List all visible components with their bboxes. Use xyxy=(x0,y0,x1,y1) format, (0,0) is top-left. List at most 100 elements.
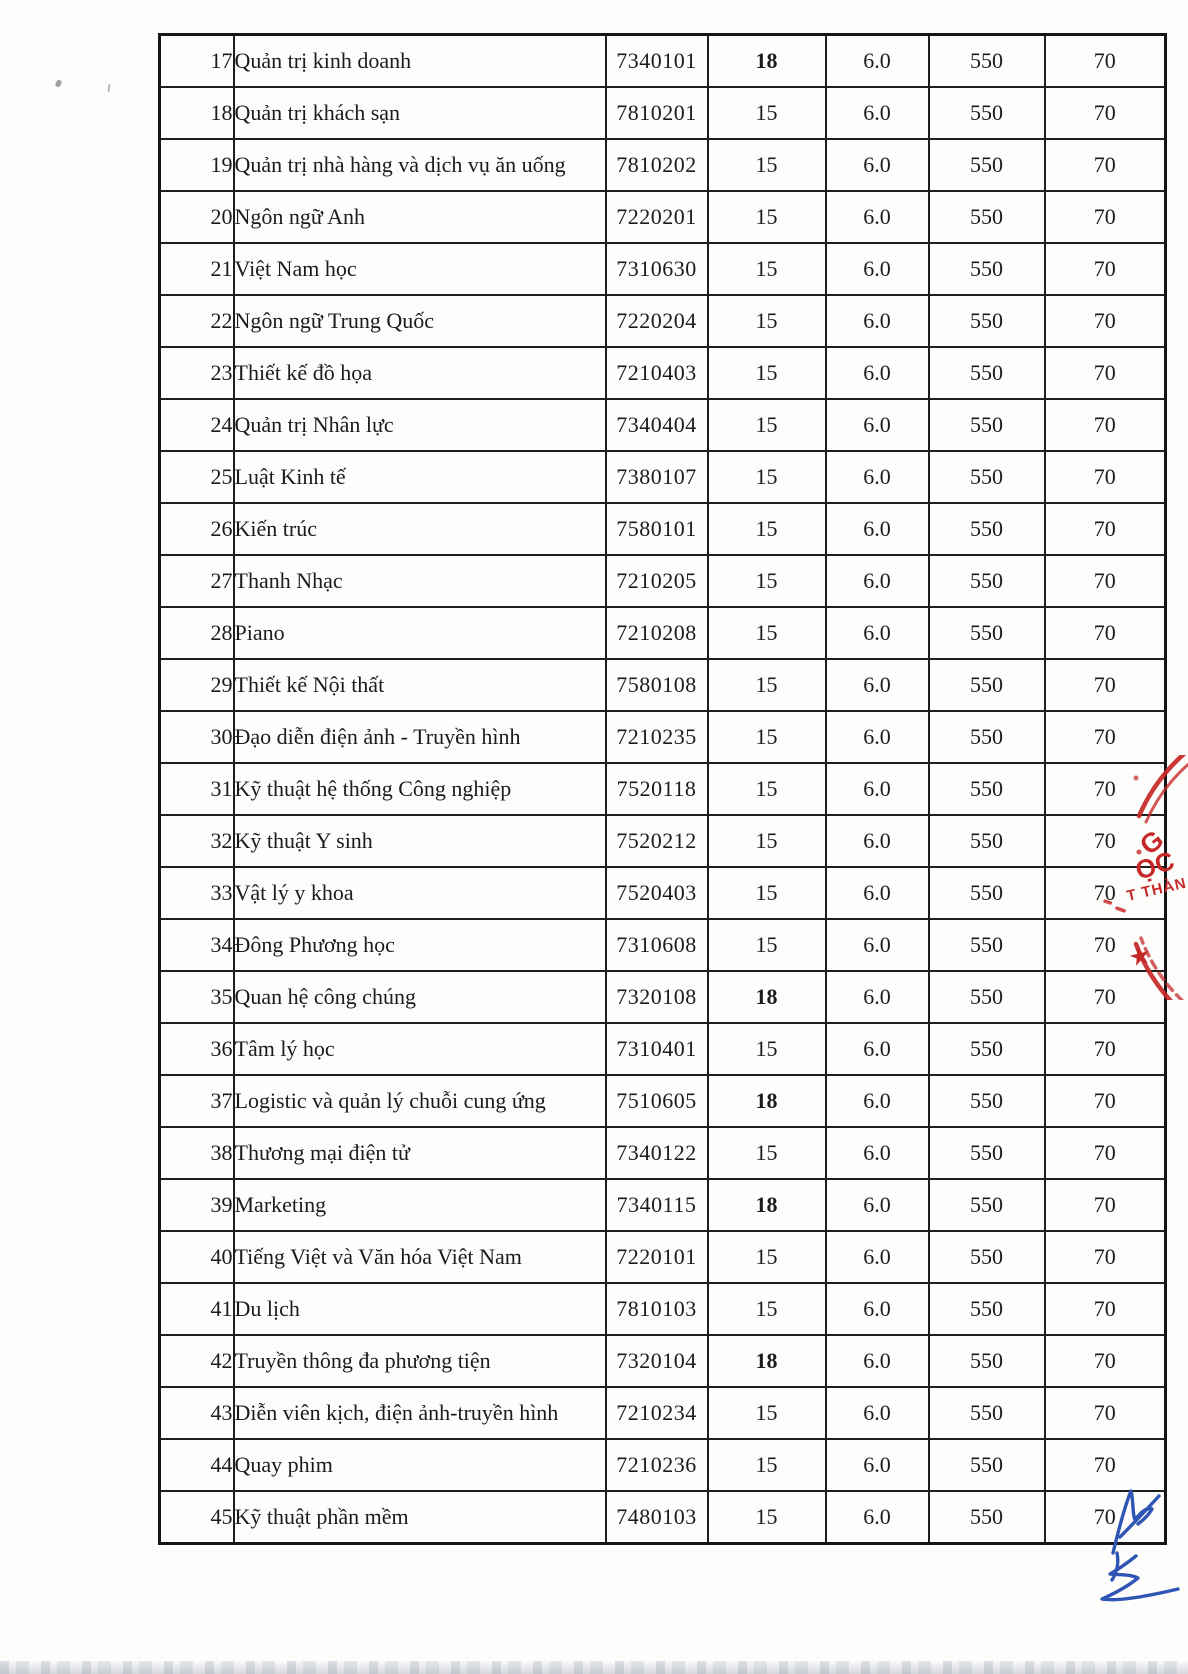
major-name-cell: Quan hệ công chúng xyxy=(232,970,607,1024)
other-score-cell: 70 xyxy=(1043,450,1167,504)
stamp-inner-arc-top xyxy=(1144,762,1188,824)
score-cell: 15 xyxy=(706,762,827,816)
table-row: 20 Ngôn ngữ Anh 7220201 15 6.0 550 70 xyxy=(158,190,1167,244)
major-name: Thương mại điện tử xyxy=(234,1140,410,1165)
score-cell: 15 xyxy=(706,450,827,504)
sat-cell: 550 xyxy=(927,970,1046,1024)
stamp-ink-dash xyxy=(1103,899,1113,905)
gpa-cell: 6.0 xyxy=(824,502,930,556)
row-number-cell: 23 xyxy=(158,346,235,400)
gpa-cell: 6.0 xyxy=(824,1022,930,1076)
score-cell: 15 xyxy=(706,398,827,452)
major-code-cell: 7810202 xyxy=(604,138,709,192)
row-number-cell: 34 xyxy=(158,918,235,972)
sat-cell: 550 xyxy=(927,294,1046,348)
major-code-cell: 7310608 xyxy=(604,918,709,972)
major-name: Diễn viên kịch, điện ảnh-truyền hình xyxy=(234,1400,559,1425)
sat-cell: 550 xyxy=(927,710,1046,764)
major-name: Ngôn ngữ Anh xyxy=(234,204,366,229)
major-code-cell: 7210234 xyxy=(604,1386,709,1440)
table-row: 40 Tiếng Việt và Văn hóa Việt Nam 722010… xyxy=(158,1230,1167,1284)
major-code-cell: 7220101 xyxy=(604,1230,709,1284)
major-code-cell: 7340101 xyxy=(604,33,709,88)
major-code-cell: 7580101 xyxy=(604,502,709,556)
score-cell: 15 xyxy=(706,294,827,348)
other-score-cell: 70 xyxy=(1043,710,1167,764)
other-score-cell: 70 xyxy=(1043,1282,1167,1336)
stamp-outer-arc-bottom xyxy=(1133,941,1174,1000)
major-code-cell: 7810103 xyxy=(604,1282,709,1336)
other-score-cell: 70 xyxy=(1043,294,1167,348)
table-row: 33 Vật lý y khoa 7520403 15 6.0 550 70 xyxy=(158,866,1167,920)
sat-cell: 550 xyxy=(927,190,1046,244)
other-score-cell: 70 xyxy=(1043,1438,1167,1492)
table-row: 36 Tâm lý học 7310401 15 6.0 550 70 xyxy=(158,1022,1167,1076)
other-score-cell: 70 xyxy=(1043,606,1167,660)
other-score-cell: 70 xyxy=(1043,866,1167,920)
major-name-cell: Tiếng Việt và Văn hóa Việt Nam xyxy=(232,1230,607,1284)
admission-score-table: 17 Quản trị kinh doanh 7340101 18 6.0 55… xyxy=(158,33,1167,1545)
other-score-cell: 70 xyxy=(1043,658,1167,712)
gpa-cell: 6.0 xyxy=(824,450,930,504)
major-name: Việt Nam học xyxy=(234,256,357,281)
gpa-cell: 6.0 xyxy=(824,710,930,764)
score-cell: 15 xyxy=(706,918,827,972)
row-number-cell: 44 xyxy=(158,1438,235,1492)
major-code-cell: 7520212 xyxy=(604,814,709,868)
gpa-cell: 6.0 xyxy=(824,346,930,400)
other-score-cell: 70 xyxy=(1043,762,1167,816)
major-name: Kỹ thuật phần mềm xyxy=(234,1504,409,1529)
gpa-cell: 6.0 xyxy=(824,1334,930,1388)
row-number-cell: 36 xyxy=(158,1022,235,1076)
row-number-cell: 42 xyxy=(158,1334,235,1388)
other-score-cell: 70 xyxy=(1043,1126,1167,1180)
major-code-cell: 7220204 xyxy=(604,294,709,348)
score-cell: 15 xyxy=(706,606,827,660)
score-cell: 18 xyxy=(706,970,827,1024)
gpa-cell: 6.0 xyxy=(824,1386,930,1440)
score-cell: 15 xyxy=(706,1126,827,1180)
table-row: 27 Thanh Nhạc 7210205 15 6.0 550 70 xyxy=(158,554,1167,608)
sat-cell: 550 xyxy=(927,398,1046,452)
gpa-cell: 6.0 xyxy=(824,1074,930,1128)
table-row: 44 Quay phim 7210236 15 6.0 550 70 xyxy=(158,1438,1167,1492)
score-cell: 18 xyxy=(706,1334,827,1388)
sat-cell: 550 xyxy=(927,1074,1046,1128)
score-cell: 15 xyxy=(706,1282,827,1336)
gpa-cell: 6.0 xyxy=(824,1126,930,1180)
table-row: 19 Quản trị nhà hàng và dịch vụ ăn uống … xyxy=(158,138,1167,192)
other-score-cell: 70 xyxy=(1043,502,1167,556)
score-cell: 15 xyxy=(706,866,827,920)
other-score-cell: 70 xyxy=(1043,1334,1167,1388)
row-number-cell: 20 xyxy=(158,190,235,244)
other-score-cell: 70 xyxy=(1043,1386,1167,1440)
other-score-cell: 70 xyxy=(1043,1074,1167,1128)
score-cell: 15 xyxy=(706,86,827,140)
score-cell: 15 xyxy=(706,1438,827,1492)
major-name-cell: Kỹ thuật phần mềm xyxy=(232,1490,607,1545)
row-number-cell: 40 xyxy=(158,1230,235,1284)
sat-cell: 550 xyxy=(927,33,1046,88)
major-code-cell: 7210205 xyxy=(604,554,709,608)
sat-cell: 550 xyxy=(927,242,1046,296)
gpa-cell: 6.0 xyxy=(824,554,930,608)
major-code-cell: 7520403 xyxy=(604,866,709,920)
signature-slash xyxy=(1118,1494,1161,1539)
major-name-cell: Truyền thông đa phương tiện xyxy=(232,1334,607,1388)
row-number-cell: 19 xyxy=(158,138,235,192)
major-name-cell: Thương mại điện tử xyxy=(232,1126,607,1180)
sat-cell: 550 xyxy=(927,1386,1046,1440)
major-name: Kỹ thuật Y sinh xyxy=(234,828,373,853)
major-name: Thiết kế đồ họa xyxy=(234,360,372,385)
major-name: Quản trị nhà hàng và dịch vụ ăn uống xyxy=(234,152,566,177)
major-code-cell: 7320104 xyxy=(604,1334,709,1388)
other-score-cell: 70 xyxy=(1043,242,1167,296)
row-number-cell: 18 xyxy=(158,86,235,140)
row-number-cell: 30 xyxy=(158,710,235,764)
row-number-cell: 29 xyxy=(158,658,235,712)
major-name-cell: Thanh Nhạc xyxy=(232,554,607,608)
major-name-cell: Thiết kế đồ họa xyxy=(232,346,607,400)
signature-flourish xyxy=(1100,1554,1180,1602)
table-row: 45 Kỹ thuật phần mềm 7480103 15 6.0 550 … xyxy=(158,1490,1167,1545)
